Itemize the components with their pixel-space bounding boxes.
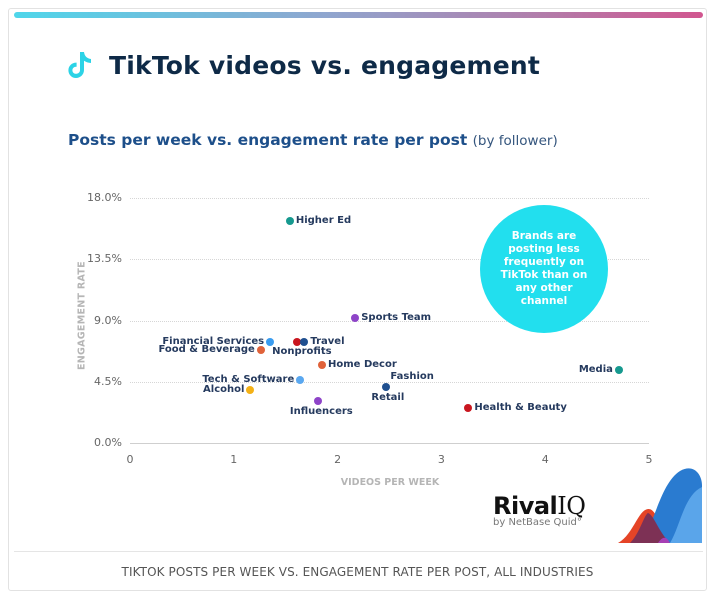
y-tick-label: 0.0% — [94, 436, 122, 449]
data-point-label: Travel — [310, 336, 345, 348]
x-tick-label: 0 — [126, 453, 134, 466]
gridline — [130, 320, 649, 322]
logo-tagline: by NetBase Quid° — [493, 517, 582, 528]
data-point-label: Retail — [371, 392, 405, 404]
data-point-label: Influencers — [289, 405, 353, 417]
data-point-label: Health & Beauty — [474, 401, 567, 413]
data-point — [318, 361, 327, 370]
x-tick-label: 3 — [437, 453, 445, 466]
data-point — [464, 403, 473, 412]
gradient-top-bar — [14, 12, 703, 18]
logo-name-light: IQ — [557, 492, 586, 520]
y-tick-label: 13.5% — [87, 252, 122, 266]
header: TikTok videos vs. engagement — [67, 50, 540, 80]
data-point-label: Home Decor — [328, 359, 397, 371]
x-tick-label: 5 — [645, 453, 653, 466]
page-title: TikTok videos vs. engagement — [109, 50, 541, 80]
x-axis-label: VIDEOS PER WEEK — [340, 477, 440, 488]
rival-iq-logo: RivalIQ by NetBase Quid° — [493, 492, 586, 528]
x-tick-label: 2 — [334, 453, 342, 466]
data-point-label: Fashion — [390, 371, 434, 383]
y-tick-label: 4.5% — [94, 374, 122, 388]
data-point — [266, 338, 275, 347]
mountains-logo-graphic — [618, 468, 702, 543]
footer-divider — [14, 551, 703, 552]
logo-name-bold: Rival — [493, 492, 558, 520]
tiktok-icon — [68, 52, 91, 78]
gridline — [130, 381, 649, 383]
data-point-label: Higher Ed — [295, 215, 352, 227]
data-point-label: Media — [578, 363, 613, 375]
y-tick-label: 9.0% — [94, 313, 122, 327]
data-point — [351, 313, 360, 322]
subtitle-paren: (by follower) — [472, 133, 558, 149]
data-point — [614, 365, 623, 374]
data-point — [300, 338, 309, 347]
x-tick-label: 4 — [541, 453, 549, 466]
data-point-label: Tech & Software — [202, 374, 295, 386]
x-axis-line — [130, 443, 649, 444]
chart-subtitle: Posts per week vs. engagement rate per p… — [68, 131, 558, 149]
data-point — [296, 376, 305, 385]
chart-caption: TIKTOK POSTS PER WEEK VS. ENGAGEMENT RAT… — [121, 565, 594, 579]
data-point — [382, 383, 391, 392]
data-point — [313, 396, 322, 405]
data-point — [293, 338, 302, 347]
y-tick-label: 18.0% — [87, 191, 122, 204]
x-tick-label: 1 — [230, 453, 238, 466]
gridline — [130, 259, 649, 261]
data-point — [246, 385, 255, 394]
data-point — [256, 346, 265, 355]
data-point-label: Financial Services — [162, 336, 265, 348]
callout-text: Brands are posting less frequently on Ti… — [500, 230, 588, 307]
gridline — [130, 198, 649, 199]
data-point-label: Food & Beverage — [158, 344, 255, 356]
y-axis-label: ENGAGEMENT RATE — [76, 261, 88, 370]
data-point-label: Sports Team — [361, 311, 432, 323]
subtitle-main: Posts per week vs. engagement rate per p… — [68, 131, 468, 149]
data-point-label: Alcohol — [203, 383, 245, 395]
data-point-label: Nonprofits — [272, 346, 332, 358]
data-point — [285, 217, 294, 226]
callout-bubble: Brands are posting less frequently on Ti… — [480, 205, 608, 333]
